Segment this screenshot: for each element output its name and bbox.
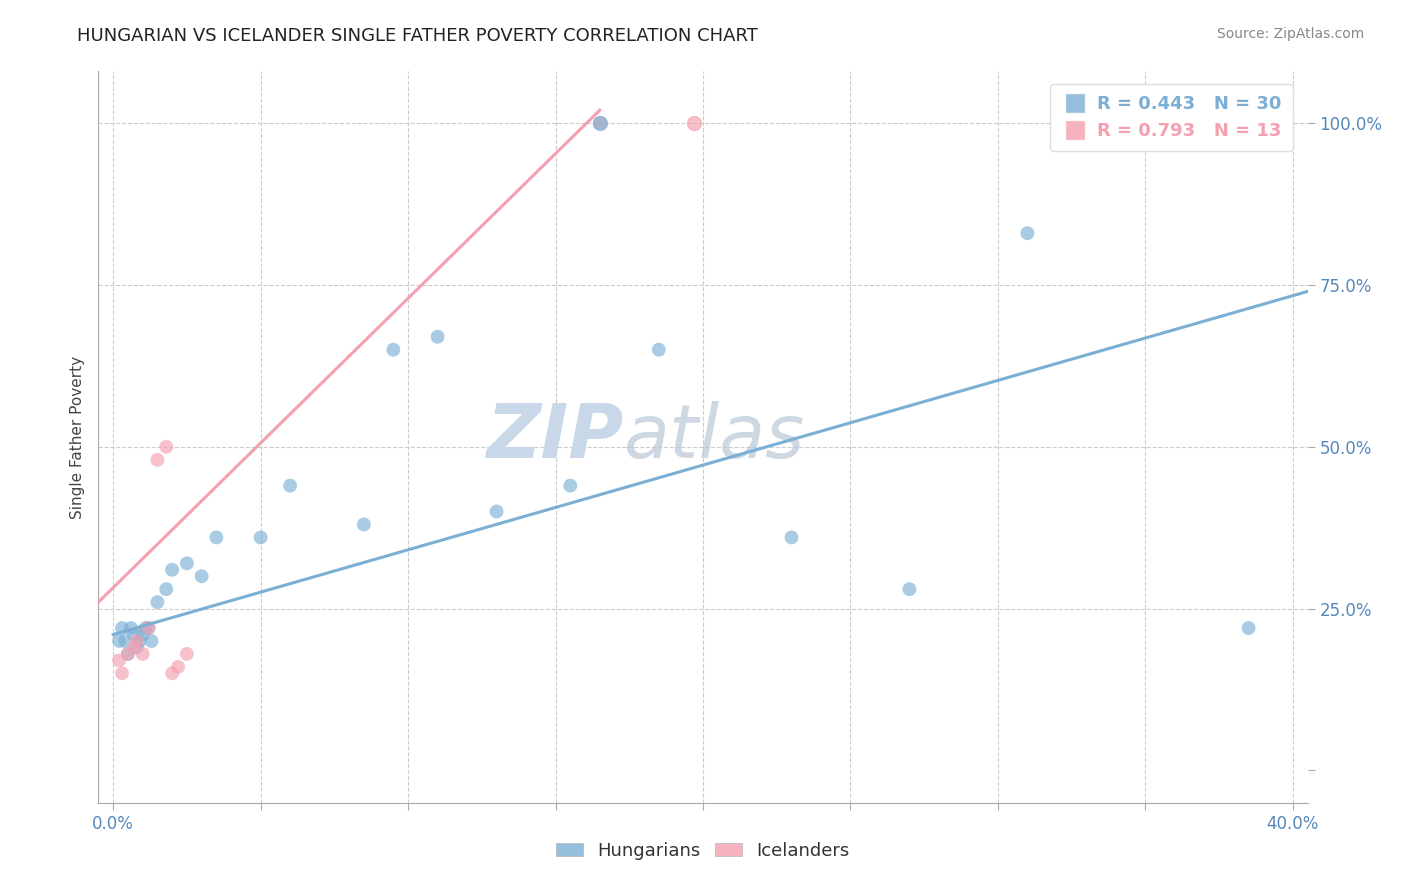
Point — [117, 647, 139, 661]
Point — [190, 569, 212, 583]
Point — [138, 621, 160, 635]
Point — [138, 621, 160, 635]
Point — [155, 440, 177, 454]
Point — [131, 647, 153, 661]
Text: ZIP: ZIP — [486, 401, 624, 474]
Point — [898, 582, 921, 597]
Text: Source: ZipAtlas.com: Source: ZipAtlas.com — [1216, 27, 1364, 41]
Text: atlas: atlas — [624, 401, 806, 473]
Point — [205, 530, 228, 544]
Point — [108, 634, 131, 648]
Point — [353, 517, 375, 532]
Point — [125, 634, 148, 648]
Text: HUNGARIAN VS ICELANDER SINGLE FATHER POVERTY CORRELATION CHART: HUNGARIAN VS ICELANDER SINGLE FATHER POV… — [77, 27, 758, 45]
Point — [485, 504, 508, 518]
Point — [111, 621, 134, 635]
Point — [160, 666, 183, 681]
Point — [278, 478, 301, 492]
Point — [146, 595, 169, 609]
Point — [1237, 621, 1260, 635]
Point — [176, 647, 198, 661]
Point — [683, 116, 706, 130]
Point — [120, 621, 142, 635]
Point — [780, 530, 803, 544]
Point — [560, 478, 582, 492]
Point — [589, 116, 612, 130]
Point — [141, 634, 163, 648]
Point — [155, 582, 177, 597]
Point — [382, 343, 405, 357]
Point — [111, 666, 134, 681]
Point — [117, 647, 139, 661]
Point — [176, 557, 198, 571]
Point — [122, 627, 145, 641]
Point — [426, 330, 449, 344]
Point — [128, 634, 150, 648]
Point — [125, 640, 148, 655]
Legend: Hungarians, Icelanders: Hungarians, Icelanders — [548, 835, 858, 867]
Point — [167, 660, 190, 674]
Point — [122, 640, 145, 655]
Point — [1017, 226, 1039, 240]
Point — [108, 653, 131, 667]
Point — [114, 634, 136, 648]
Point — [160, 563, 183, 577]
Point — [589, 116, 612, 130]
Y-axis label: Single Father Poverty: Single Father Poverty — [69, 356, 84, 518]
Point — [249, 530, 271, 544]
Point — [146, 452, 169, 467]
Point — [648, 343, 671, 357]
Point — [131, 627, 153, 641]
Point — [135, 621, 157, 635]
